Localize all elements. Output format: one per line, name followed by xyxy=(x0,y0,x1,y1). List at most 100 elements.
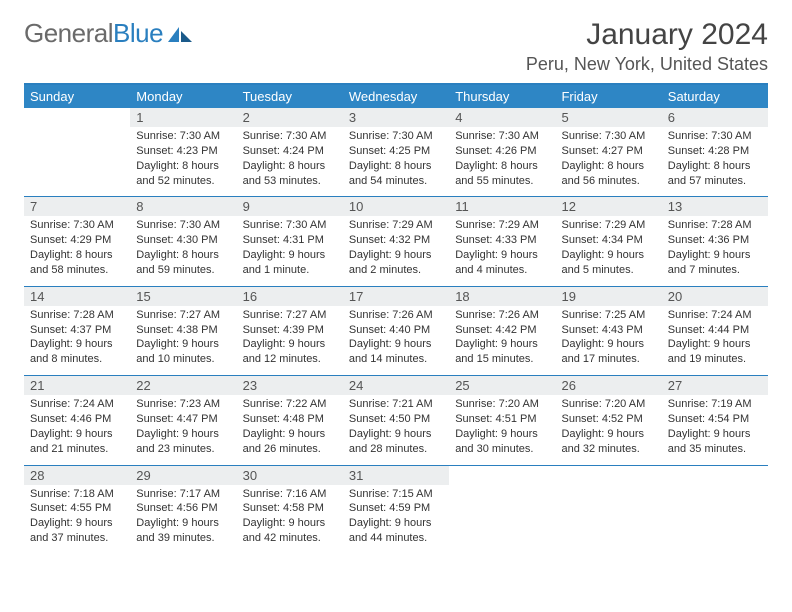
sunset: Sunset: 4:29 PM xyxy=(30,233,124,248)
daylight: Daylight: 8 hours and 54 minutes. xyxy=(349,159,443,189)
logo: GeneralBlue xyxy=(24,18,193,49)
daylight: Daylight: 9 hours and 23 minutes. xyxy=(136,427,230,457)
sunset: Sunset: 4:26 PM xyxy=(455,144,549,159)
day-content xyxy=(662,485,768,550)
day-content: Sunrise: 7:30 AMSunset: 4:31 PMDaylight:… xyxy=(237,216,343,281)
weekday-header: Sunday xyxy=(24,85,130,108)
daylight: Daylight: 8 hours and 53 minutes. xyxy=(243,159,337,189)
weekday-header: Thursday xyxy=(449,85,555,108)
sunrise: Sunrise: 7:30 AM xyxy=(136,129,230,144)
day-content: Sunrise: 7:29 AMSunset: 4:32 PMDaylight:… xyxy=(343,216,449,281)
daynum-row: 123456 xyxy=(24,108,768,127)
sunset: Sunset: 4:25 PM xyxy=(349,144,443,159)
sunset: Sunset: 4:28 PM xyxy=(668,144,762,159)
sunset: Sunset: 4:44 PM xyxy=(668,323,762,338)
daylight: Daylight: 9 hours and 26 minutes. xyxy=(243,427,337,457)
week: 14151617181920Sunrise: 7:28 AMSunset: 4:… xyxy=(24,287,768,376)
day-number: 28 xyxy=(24,466,130,485)
daynum-row: 28293031 xyxy=(24,466,768,485)
sunrise: Sunrise: 7:15 AM xyxy=(349,487,443,502)
sunset: Sunset: 4:32 PM xyxy=(349,233,443,248)
daylight: Daylight: 9 hours and 39 minutes. xyxy=(136,516,230,546)
daylight: Daylight: 9 hours and 1 minute. xyxy=(243,248,337,278)
daylight: Daylight: 9 hours and 21 minutes. xyxy=(30,427,124,457)
day-content: Sunrise: 7:20 AMSunset: 4:51 PMDaylight:… xyxy=(449,395,555,460)
daylight: Daylight: 9 hours and 2 minutes. xyxy=(349,248,443,278)
day-content: Sunrise: 7:30 AMSunset: 4:26 PMDaylight:… xyxy=(449,127,555,192)
logo-text: GeneralBlue xyxy=(24,18,163,49)
day-number: 1 xyxy=(130,108,236,127)
sunrise: Sunrise: 7:26 AM xyxy=(455,308,549,323)
day-content: Sunrise: 7:29 AMSunset: 4:33 PMDaylight:… xyxy=(449,216,555,281)
daylight: Daylight: 8 hours and 55 minutes. xyxy=(455,159,549,189)
weekday-header-row: SundayMondayTuesdayWednesdayThursdayFrid… xyxy=(24,85,768,108)
sunset: Sunset: 4:39 PM xyxy=(243,323,337,338)
sunset: Sunset: 4:33 PM xyxy=(455,233,549,248)
sunset: Sunset: 4:58 PM xyxy=(243,501,337,516)
sunrise: Sunrise: 7:24 AM xyxy=(30,397,124,412)
sunset: Sunset: 4:50 PM xyxy=(349,412,443,427)
daylight: Daylight: 8 hours and 52 minutes. xyxy=(136,159,230,189)
day-number: 12 xyxy=(555,197,661,216)
sunset: Sunset: 4:23 PM xyxy=(136,144,230,159)
content-row: Sunrise: 7:30 AMSunset: 4:23 PMDaylight:… xyxy=(24,127,768,192)
day-content: Sunrise: 7:21 AMSunset: 4:50 PMDaylight:… xyxy=(343,395,449,460)
day-number: 10 xyxy=(343,197,449,216)
day-number: 7 xyxy=(24,197,130,216)
daylight: Daylight: 8 hours and 59 minutes. xyxy=(136,248,230,278)
sunrise: Sunrise: 7:30 AM xyxy=(136,218,230,233)
daylight: Daylight: 9 hours and 35 minutes. xyxy=(668,427,762,457)
sunrise: Sunrise: 7:27 AM xyxy=(136,308,230,323)
daylight: Daylight: 9 hours and 44 minutes. xyxy=(349,516,443,546)
content-row: Sunrise: 7:28 AMSunset: 4:37 PMDaylight:… xyxy=(24,306,768,371)
daynum-row: 78910111213 xyxy=(24,197,768,216)
daylight: Daylight: 8 hours and 56 minutes. xyxy=(561,159,655,189)
calendar: SundayMondayTuesdayWednesdayThursdayFrid… xyxy=(24,83,768,554)
day-number: 30 xyxy=(237,466,343,485)
day-number: 22 xyxy=(130,376,236,395)
daylight: Daylight: 9 hours and 42 minutes. xyxy=(243,516,337,546)
sunset: Sunset: 4:30 PM xyxy=(136,233,230,248)
daylight: Daylight: 9 hours and 10 minutes. xyxy=(136,337,230,367)
day-content: Sunrise: 7:30 AMSunset: 4:29 PMDaylight:… xyxy=(24,216,130,281)
sunrise: Sunrise: 7:26 AM xyxy=(349,308,443,323)
day-number: 26 xyxy=(555,376,661,395)
daylight: Daylight: 9 hours and 28 minutes. xyxy=(349,427,443,457)
day-number: 24 xyxy=(343,376,449,395)
day-content: Sunrise: 7:24 AMSunset: 4:44 PMDaylight:… xyxy=(662,306,768,371)
sunrise: Sunrise: 7:29 AM xyxy=(561,218,655,233)
day-content: Sunrise: 7:17 AMSunset: 4:56 PMDaylight:… xyxy=(130,485,236,550)
day-number: 31 xyxy=(343,466,449,485)
day-content xyxy=(24,127,130,192)
sunrise: Sunrise: 7:30 AM xyxy=(30,218,124,233)
day-content: Sunrise: 7:22 AMSunset: 4:48 PMDaylight:… xyxy=(237,395,343,460)
sunset: Sunset: 4:47 PM xyxy=(136,412,230,427)
sunset: Sunset: 4:24 PM xyxy=(243,144,337,159)
sunrise: Sunrise: 7:21 AM xyxy=(349,397,443,412)
sunrise: Sunrise: 7:30 AM xyxy=(668,129,762,144)
day-number: 17 xyxy=(343,287,449,306)
week: 28293031Sunrise: 7:18 AMSunset: 4:55 PMD… xyxy=(24,466,768,554)
sunrise: Sunrise: 7:29 AM xyxy=(349,218,443,233)
weekday-header: Wednesday xyxy=(343,85,449,108)
day-content: Sunrise: 7:18 AMSunset: 4:55 PMDaylight:… xyxy=(24,485,130,550)
day-number: 19 xyxy=(555,287,661,306)
page-title: January 2024 xyxy=(526,18,768,52)
sunrise: Sunrise: 7:29 AM xyxy=(455,218,549,233)
weekday-header: Friday xyxy=(555,85,661,108)
day-content: Sunrise: 7:28 AMSunset: 4:37 PMDaylight:… xyxy=(24,306,130,371)
day-number: 15 xyxy=(130,287,236,306)
daylight: Daylight: 8 hours and 58 minutes. xyxy=(30,248,124,278)
daylight: Daylight: 9 hours and 5 minutes. xyxy=(561,248,655,278)
sunrise: Sunrise: 7:30 AM xyxy=(561,129,655,144)
daylight: Daylight: 9 hours and 17 minutes. xyxy=(561,337,655,367)
day-content: Sunrise: 7:27 AMSunset: 4:39 PMDaylight:… xyxy=(237,306,343,371)
day-content: Sunrise: 7:25 AMSunset: 4:43 PMDaylight:… xyxy=(555,306,661,371)
sunset: Sunset: 4:36 PM xyxy=(668,233,762,248)
sunrise: Sunrise: 7:28 AM xyxy=(668,218,762,233)
day-number: 13 xyxy=(662,197,768,216)
day-number: 2 xyxy=(237,108,343,127)
week: 21222324252627Sunrise: 7:24 AMSunset: 4:… xyxy=(24,376,768,465)
day-number xyxy=(24,108,130,127)
week: 78910111213Sunrise: 7:30 AMSunset: 4:29 … xyxy=(24,197,768,286)
